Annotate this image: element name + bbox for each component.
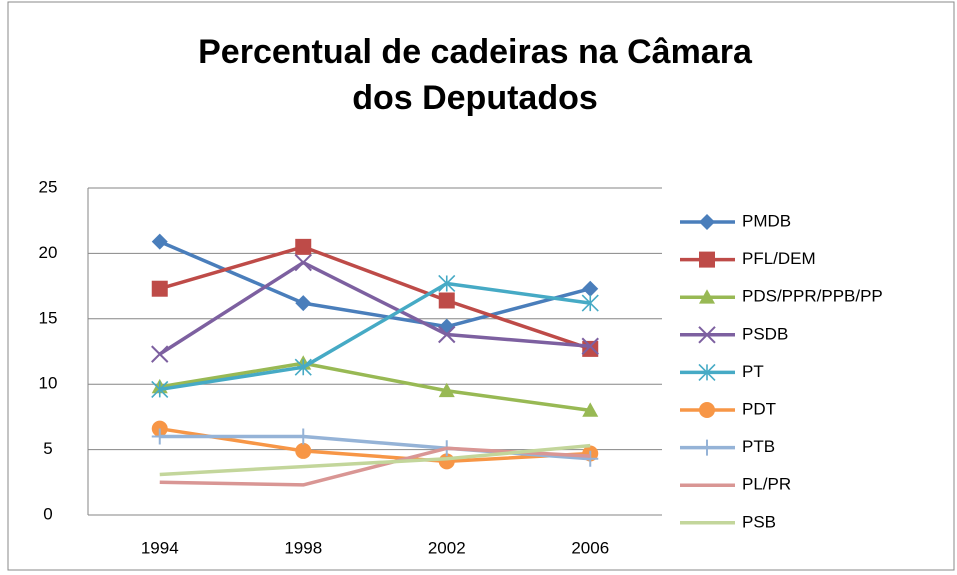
x-tick-label: 1998: [284, 538, 322, 557]
marker: [699, 402, 715, 418]
legend-label: PMDB: [742, 211, 791, 230]
legend-label: PTB: [742, 437, 775, 456]
legend-label: PSDB: [742, 324, 788, 343]
marker: [151, 280, 168, 297]
marker: [294, 358, 312, 376]
marker: [295, 295, 312, 312]
marker: [581, 294, 599, 312]
marker: [582, 450, 599, 467]
marker: [151, 380, 169, 398]
x-tick-label: 2002: [428, 538, 466, 557]
chart-border: [7, 1, 955, 571]
marker: [438, 292, 455, 309]
marker: [294, 253, 312, 272]
series-line: [159, 281, 591, 392]
legend-label: PDS/PPR/PPB/PP: [742, 287, 883, 306]
marker: [582, 280, 599, 297]
legend-label: PT: [742, 362, 764, 381]
chart-title: dos Deputados: [352, 79, 598, 117]
marker: [699, 439, 715, 456]
marker: [151, 428, 168, 445]
marker: [699, 251, 715, 268]
series-line: [159, 361, 591, 413]
marker: [438, 325, 456, 344]
series-line: [158, 260, 591, 356]
x-tick-label: 1994: [141, 538, 179, 557]
legend-label: PL/PR: [742, 475, 791, 494]
y-tick-label: 0: [43, 504, 52, 523]
marker: [151, 233, 168, 250]
legend-label: PSB: [742, 512, 776, 531]
marker: [295, 238, 312, 255]
marker: [698, 326, 716, 344]
series-line: [159, 446, 591, 487]
series-line: [159, 245, 591, 351]
marker: [698, 363, 716, 381]
marker: [295, 428, 312, 445]
series-line: [159, 443, 591, 477]
marker: [582, 402, 599, 417]
marker: [295, 442, 312, 459]
y-tick-label: 15: [39, 308, 58, 327]
marker: [151, 345, 169, 363]
chart-title: Percentual de cadeiras na Câmara: [198, 33, 753, 71]
y-tick-label: 20: [39, 243, 58, 262]
y-tick-label: 25: [39, 177, 58, 196]
marker: [581, 337, 599, 355]
marker: [699, 214, 715, 230]
legend-label: PFL/DEM: [742, 249, 816, 268]
marker: [438, 274, 456, 293]
x-tick-label: 2006: [571, 538, 609, 557]
series-line: [159, 426, 591, 464]
series-line: [159, 240, 591, 329]
y-tick-label: 5: [43, 439, 52, 458]
y-tick-label: 10: [39, 374, 58, 393]
marker: [582, 340, 599, 357]
marker: [699, 289, 715, 304]
legend-label: PDT: [742, 399, 776, 418]
marker: [438, 382, 455, 398]
